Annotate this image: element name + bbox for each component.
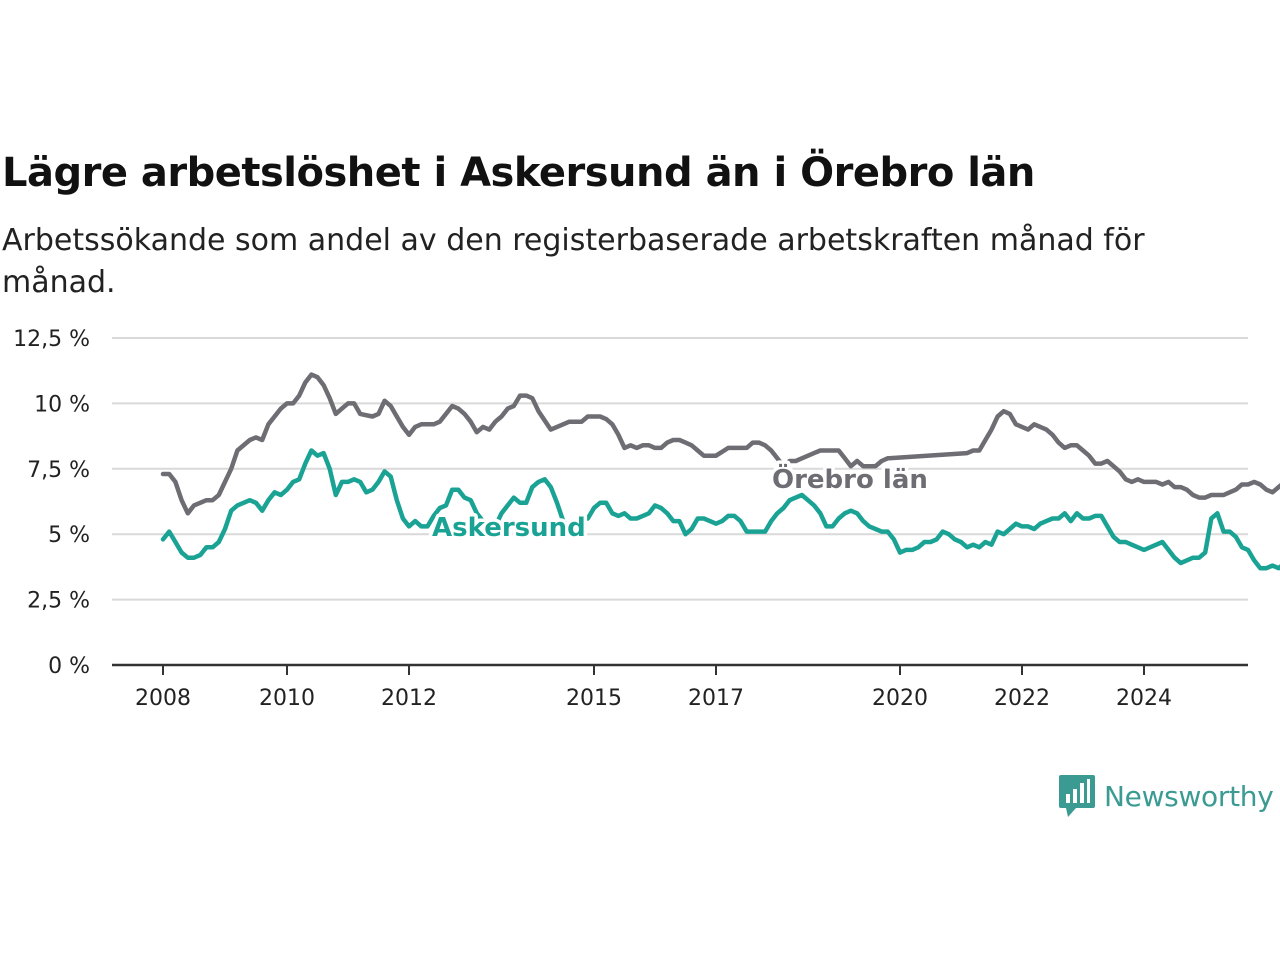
y-tick-label: 7,5 %: [27, 458, 90, 483]
series-name-halo: Örebro län: [772, 462, 928, 495]
y-tick-label: 0 %: [48, 654, 90, 679]
newsworthy-logo: Newsworthy: [1058, 774, 1274, 818]
x-tick-label: 2010: [259, 686, 315, 711]
grid-lines: [112, 337, 1248, 601]
x-tick-label: 2017: [688, 686, 744, 711]
x-tick-label: 2015: [566, 686, 622, 711]
bar-chart-speech-bubble-icon: [1059, 775, 1095, 817]
series-name-halo: Askersund: [432, 513, 586, 543]
series-lines: [160, 372, 1280, 571]
series-name-label: Örebro län: [772, 462, 928, 495]
x-tick-label: 2012: [381, 686, 437, 711]
y-tick-label: 10 %: [34, 392, 90, 417]
series-name-label: Askersund: [432, 513, 586, 543]
x-tick-label: 2022: [994, 686, 1050, 711]
y-tick-label: 5 %: [48, 523, 90, 548]
series-line-0: [160, 372, 1280, 516]
y-tick-label: 2,5 %: [27, 589, 90, 614]
chart-subtitle: Arbetssökande som andel av den registerb…: [2, 223, 1145, 300]
x-tick-label: 2008: [135, 686, 191, 711]
series-line-1: [160, 448, 1280, 571]
x-tick-label: 2020: [872, 686, 928, 711]
y-tick-label: 12,5 %: [13, 327, 90, 352]
y-axis-ticks: 0 % 2,5 % 5 % 7,5 % 10 % 12,5 %: [13, 327, 90, 679]
logo-text: Newsworthy: [1104, 779, 1274, 813]
x-axis: 2008 2010 2012 2015 2017 2020 2022 2024: [112, 663, 1248, 711]
x-tick-label: 2024: [1116, 686, 1172, 711]
chart-title: Lägre arbetslöshet i Askersund än i Öreb…: [2, 150, 1035, 196]
